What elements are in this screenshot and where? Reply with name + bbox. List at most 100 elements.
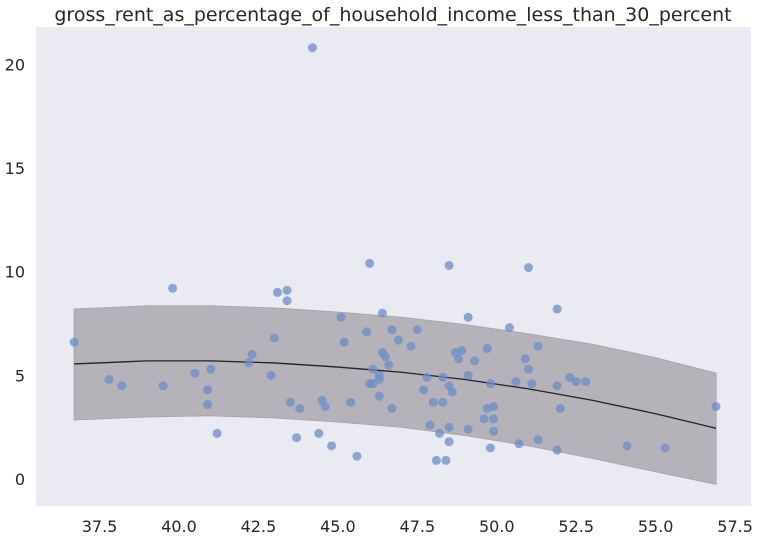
scatter-point (266, 370, 276, 380)
scatter-point (489, 401, 499, 411)
y-tick-label: 5 (15, 366, 25, 385)
scatter-point (438, 372, 448, 382)
scatter-point (374, 391, 384, 401)
scatter-point (292, 433, 302, 443)
scatter-point (463, 370, 473, 380)
scatter-point (711, 401, 721, 411)
scatter-point (104, 375, 114, 385)
x-tick-label: 55.0 (638, 517, 674, 536)
x-tick-label: 42.5 (241, 517, 277, 536)
scatter-point (117, 381, 127, 391)
scatter-point (485, 443, 495, 453)
scatter-point (158, 381, 168, 391)
scatter-point (422, 372, 432, 382)
scatter-point (571, 377, 581, 387)
scatter-point (660, 443, 670, 453)
scatter-point (406, 341, 416, 351)
scatter-point (346, 397, 356, 407)
scatter-point (393, 335, 403, 345)
scatter-point (524, 263, 534, 273)
scatter-point (368, 364, 378, 374)
scatter-point (269, 333, 279, 343)
x-tick-label: 45.0 (320, 517, 356, 536)
scatter-point (555, 404, 565, 414)
scatter-point (444, 422, 454, 432)
y-tick-label: 15 (5, 159, 25, 178)
scatter-point (431, 455, 441, 465)
x-tick-label: 52.5 (558, 517, 594, 536)
scatter-point (377, 308, 387, 318)
scatter-point (463, 312, 473, 322)
scatter-point (457, 345, 467, 355)
scatter-point (533, 435, 543, 445)
scatter-point (444, 260, 454, 270)
scatter-point (365, 258, 375, 268)
x-tick-label: 40.0 (161, 517, 197, 536)
scatter-point (527, 379, 537, 389)
scatter-point (381, 352, 391, 362)
scatter-point (190, 368, 200, 378)
scatter-point (444, 437, 454, 447)
scatter-point (327, 441, 337, 451)
scatter-point (285, 397, 295, 407)
scatter-point (374, 370, 384, 380)
scatter-point (336, 312, 346, 322)
scatter-point (428, 397, 438, 407)
scatter-point (552, 445, 562, 455)
scatter-point (387, 404, 397, 414)
scatter-point (282, 285, 292, 295)
scatter-point (479, 414, 489, 424)
scatter-point (314, 428, 324, 438)
scatter-point (368, 379, 378, 389)
scatter-point (419, 385, 429, 395)
scatter-point (489, 414, 499, 424)
scatter-point (69, 337, 79, 347)
scatter-point (524, 364, 534, 374)
x-tick-label: 50.0 (479, 517, 515, 536)
scatter-point (212, 428, 222, 438)
scatter-point (581, 377, 591, 387)
scatter-point (203, 399, 213, 409)
scatter-point (622, 441, 632, 451)
scatter-point (438, 397, 448, 407)
y-tick-label: 0 (15, 470, 25, 489)
chart-title: gross_rent_as_percentage_of_household_in… (54, 4, 731, 26)
scatter-point (307, 43, 317, 53)
x-tick-labels: 37.5 40.0 42.5 45.0 47.5 50.0 52.5 55.0 57.5 (82, 517, 753, 536)
scatter-point (514, 439, 524, 449)
scatter-point (168, 283, 178, 293)
scatter-point (482, 343, 492, 353)
scatter-point (244, 358, 254, 368)
scatter-point (425, 420, 435, 430)
scatter-point (247, 350, 257, 360)
scatter-point (352, 451, 362, 461)
confidence-band (73, 305, 717, 485)
confidence-band-layer (73, 305, 717, 485)
fit-line-layer (74, 360, 717, 429)
fit-line (74, 360, 717, 429)
scatter-point (504, 323, 514, 333)
scatter-point (206, 364, 216, 374)
scatter-point (552, 381, 562, 391)
scatter-point (511, 377, 521, 387)
scatter-point (447, 387, 457, 397)
points-layer (69, 43, 721, 465)
scatter-point (485, 379, 495, 389)
scatter-point (463, 424, 473, 434)
scatter-point (387, 325, 397, 335)
x-tick-label: 37.5 (82, 517, 118, 536)
scatter-point (384, 360, 394, 370)
scatter-point (520, 354, 530, 364)
y-tick-label: 20 (5, 55, 25, 74)
scatter-point (454, 354, 464, 364)
scatter-point (470, 356, 480, 366)
scatter-point (435, 428, 445, 438)
scatter-point (552, 304, 562, 314)
scatter-point (489, 426, 499, 436)
x-tick-label: 47.5 (400, 517, 436, 536)
y-tick-labels: 0 5 10 15 20 (5, 55, 25, 489)
scatter-point (533, 341, 543, 351)
scatter-point (361, 327, 371, 337)
scatter-point (412, 325, 422, 335)
